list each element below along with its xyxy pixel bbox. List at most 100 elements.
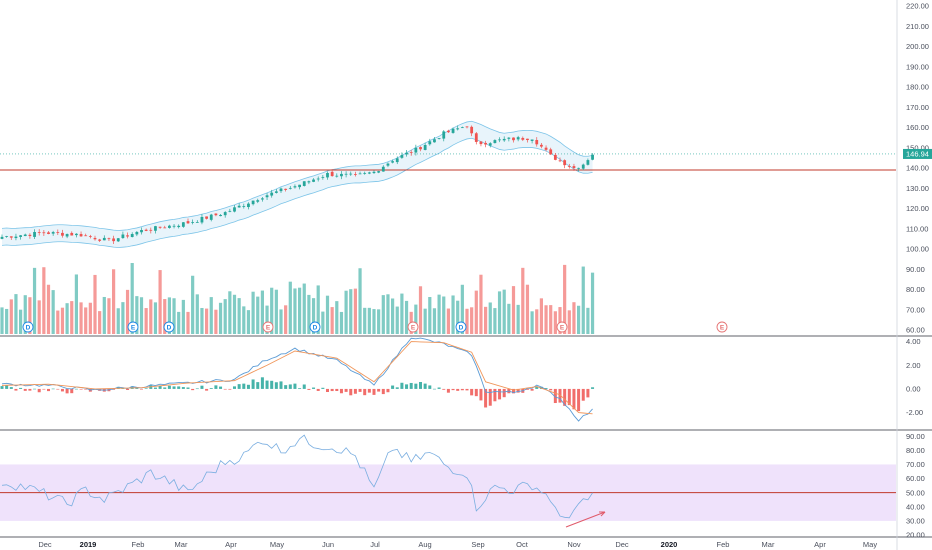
volume-bar: [349, 289, 353, 334]
volume-bar: [558, 307, 562, 334]
volume-bar: [232, 294, 237, 334]
macd-histogram-bar: [316, 388, 320, 391]
price-panel: [0, 120, 896, 248]
volume-bar: [395, 306, 399, 334]
candle-body: [395, 158, 399, 163]
event-marker-label: D: [459, 324, 464, 331]
candle-body: [512, 137, 515, 141]
volume-bar: [572, 302, 576, 334]
event-marker[interactable]: [455, 321, 467, 333]
candle-body: [23, 234, 27, 237]
price-axis[interactable]: 60.00 70.00 80.00 90.00 100.00 110.00 120.00 13…: [903, 2, 932, 540]
volume-bar: [284, 305, 288, 334]
candle-body: [261, 198, 264, 200]
month-label: 2019: [80, 540, 97, 549]
macd-histogram-bar: [186, 387, 190, 389]
event-marker[interactable]: [22, 321, 34, 333]
month-label: Oct: [516, 540, 529, 549]
macd-histogram-bar: [577, 388, 581, 412]
candle-body: [293, 186, 297, 188]
candle-body: [214, 213, 218, 216]
event-marker[interactable]: [127, 321, 139, 333]
event-marker-label: E: [131, 324, 136, 331]
macd-histogram-bar: [177, 386, 181, 389]
volume-bar: [544, 305, 548, 334]
macd-histogram-bar: [349, 388, 353, 396]
macd-histogram-bar: [535, 386, 539, 389]
volume-bar: [404, 300, 409, 334]
volume-bar: [386, 294, 390, 334]
candle-body: [205, 216, 208, 219]
price-tick-label: 220.00: [906, 2, 929, 11]
rsi-tick-label: 70.00: [906, 460, 925, 469]
volume-bar: [553, 311, 557, 334]
macd-histogram-bar: [409, 382, 413, 389]
volume-bar: [93, 274, 97, 334]
price-tick-label: 110.00: [906, 224, 928, 233]
candle-body: [498, 139, 501, 141]
candle-body: [330, 171, 334, 177]
macd-histogram-bar: [153, 387, 157, 389]
macd-histogram-bar: [200, 385, 204, 389]
event-marker[interactable]: [716, 321, 728, 333]
macd-histogram-bar: [195, 388, 199, 390]
volume-bar: [214, 309, 218, 334]
volume-bar: [223, 299, 227, 334]
month-label: Feb: [132, 540, 145, 549]
event-marker[interactable]: [556, 321, 568, 333]
candle-body: [302, 181, 306, 186]
volume-panel: [0, 263, 595, 334]
volume-bar: [265, 305, 269, 334]
candle-body: [5, 236, 9, 237]
macd-tick-label: 0.00: [906, 385, 921, 394]
candle-body: [19, 235, 22, 237]
candle-body: [42, 232, 46, 234]
macd-histogram-bar: [47, 388, 50, 392]
candle-body: [223, 212, 227, 216]
macd-histogram-bar: [470, 388, 474, 396]
candle-body: [437, 138, 441, 139]
macd-histogram-bar: [158, 385, 162, 389]
event-marker[interactable]: [262, 321, 274, 333]
macd-histogram-bar: [191, 388, 195, 391]
macd-histogram-bar: [51, 388, 55, 390]
macd-histogram-bar: [251, 379, 255, 389]
event-marker[interactable]: [407, 321, 419, 333]
candle-body: [335, 175, 339, 177]
volume-bar: [191, 275, 195, 334]
candle-body: [581, 164, 585, 169]
macd-tick-label: 4.00: [906, 337, 921, 346]
price-tick-label: 200.00: [906, 42, 929, 51]
macd-histogram-bar: [223, 388, 227, 390]
macd-histogram-bar: [442, 388, 446, 390]
macd-histogram-bar: [246, 384, 250, 389]
volume-bar: [88, 302, 92, 334]
macd-histogram-bar: [563, 388, 567, 406]
macd-histogram-bar: [581, 388, 585, 401]
candle-body: [274, 191, 278, 193]
volume-bar: [65, 303, 69, 334]
volume-bar: [363, 307, 367, 334]
candle-body: [470, 126, 474, 134]
macd-histogram-bar: [488, 388, 492, 406]
event-marker[interactable]: [163, 321, 175, 333]
macd-histogram-bar: [284, 385, 288, 389]
volume-bar: [112, 269, 116, 334]
candle-body: [484, 142, 487, 145]
volume-bar: [5, 308, 9, 334]
volume-bar: [307, 294, 311, 334]
candle-body: [409, 152, 413, 154]
time-axis[interactable]: Dec 2019 Feb Mar Apr May Jun Jul Aug Sep Oct Nov Dec…: [38, 540, 877, 549]
macd-histogram-bar: [14, 388, 18, 391]
candle-body: [354, 174, 357, 175]
volume-bar: [163, 299, 167, 334]
candle-body: [98, 239, 102, 241]
volume-bar: [479, 274, 483, 334]
candle-body: [400, 155, 404, 158]
candle-body: [37, 232, 41, 233]
event-marker[interactable]: [309, 321, 321, 333]
macd-histogram-bar: [400, 382, 404, 389]
volume-bar: [209, 297, 213, 334]
candle-body: [298, 184, 301, 188]
